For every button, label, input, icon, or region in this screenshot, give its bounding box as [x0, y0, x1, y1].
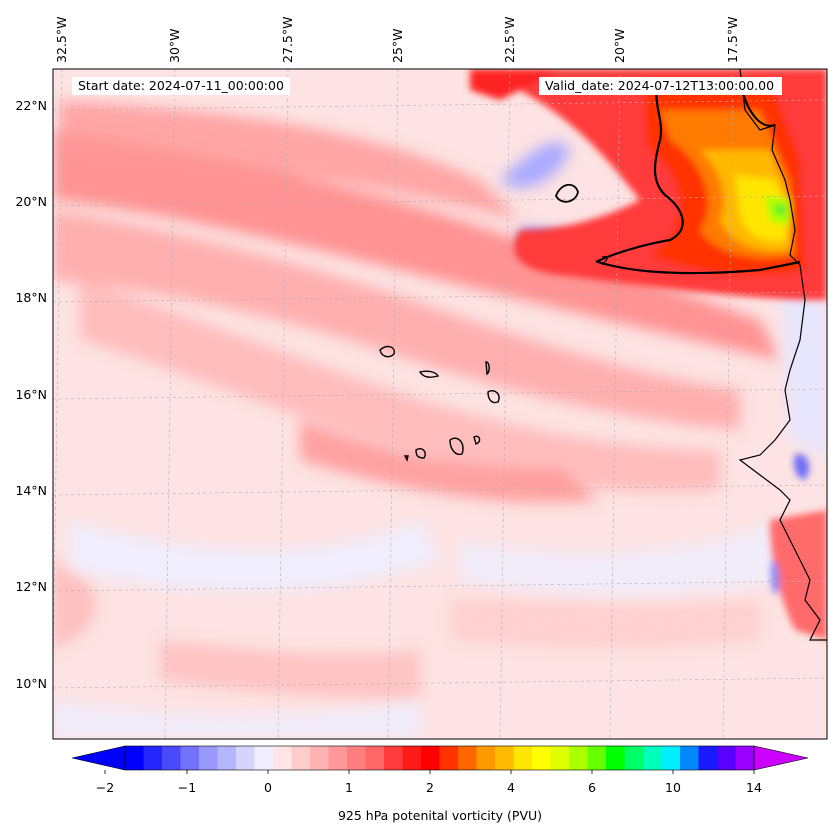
longitude-label: 27.5°W [280, 17, 295, 63]
colorbar-segment [680, 746, 699, 770]
meridian-line [277, 69, 289, 739]
colorbar-segment [365, 746, 385, 770]
colorbar-segment [236, 746, 255, 770]
coastline [738, 69, 827, 641]
longitude-label: 22.5°W [502, 17, 517, 63]
colorbar-tick-label: 14 [746, 780, 762, 795]
colorbar-segment [587, 746, 607, 770]
colorbar-segment [606, 746, 625, 770]
start-date-label: Start date: 2024-07-11_00:00:00 [72, 77, 290, 95]
colorbar-segment [458, 746, 477, 770]
meridian-line [387, 69, 399, 739]
pv-bands [53, 100, 780, 700]
colorbar-segment [439, 746, 459, 770]
southern-coast-feature [770, 454, 827, 640]
latitude-label: 10°N [15, 676, 47, 691]
colorbar-under-arrow [71, 745, 126, 771]
latitude-labels: 22°N 20°N 18°N 16°N 14°N 12°N 10°N [15, 98, 47, 691]
colorbar-segment [624, 746, 644, 770]
cape-verde-islands [379, 345, 500, 463]
meridian-line [609, 69, 621, 739]
colorbar-segment [291, 746, 311, 770]
colorbar-segment [402, 746, 422, 770]
latitude-label: 12°N [15, 579, 47, 594]
contour-label: 2 [601, 253, 609, 268]
colorbar-segment [310, 746, 329, 770]
colorbar-segment [569, 746, 588, 770]
map-frame [52, 68, 828, 740]
valid-date-label: Valid_date: 2024-07-12T13:00:00.00 [539, 77, 783, 95]
latitude-label: 14°N [15, 483, 47, 498]
longitude-label: 25°W [390, 28, 405, 63]
longitude-labels: 32.5°W 30°W 27.5°W 25°W 22.5°W 20°W 17.5°W [54, 17, 740, 63]
longitude-label: 20°W [612, 28, 627, 63]
colorbar-segment [550, 746, 570, 770]
latitude-label: 22°N [15, 98, 47, 113]
latitude-label: 16°N [15, 387, 47, 402]
colorbar-tick-label: −1 [178, 780, 196, 795]
colorbar-title: 925 hPa potenital vorticity (PVU) [337, 808, 543, 823]
longitude-label: 30°W [167, 28, 182, 63]
colorbar-tick-label: 2 [426, 780, 434, 795]
colorbar-segment [717, 746, 736, 770]
colorbar-segment [162, 746, 181, 770]
colorbar-segment [661, 746, 681, 770]
meridian-line [722, 69, 734, 739]
colorbar-segment [421, 746, 440, 770]
latitude-label: 20°N [15, 194, 47, 209]
colorbar-tick-label: −2 [96, 780, 114, 795]
pv-field: 2 [53, 69, 827, 739]
colorbar-segment [643, 746, 662, 770]
colorbar-segment [328, 746, 348, 770]
latitude-label: 18°N [15, 290, 47, 305]
meridian-line [53, 69, 63, 693]
meridian-line [164, 69, 176, 739]
colorbar-frame [124, 745, 755, 771]
colorbar-segment [125, 746, 144, 770]
colorbar-tick-label: 4 [507, 780, 515, 795]
colorbar-tick-label: 0 [264, 780, 272, 795]
colorbar-segment [384, 746, 403, 770]
colorbar-tick-label: 10 [665, 780, 681, 795]
colorbar-segment [143, 746, 163, 770]
pv-2-contour-small [555, 183, 579, 203]
colorbar-over-arrow [753, 745, 809, 771]
colorbar-segment [532, 746, 551, 770]
colorbar-segment [180, 746, 200, 770]
colorbar-segment [254, 746, 274, 770]
colorbar-segment [698, 746, 718, 770]
longitude-label: 32.5°W [54, 17, 69, 63]
colorbar-segment [273, 746, 292, 770]
colorbar-tick-label: 6 [588, 780, 596, 795]
colorbar-ticks: −2 −1 0 1 2 4 6 10 14 [96, 770, 762, 795]
colorbar-tick-label: 1 [345, 780, 353, 795]
colorbar-segment [495, 746, 514, 770]
longitude-label: 17.5°W [725, 17, 740, 63]
colorbar-segment [347, 746, 366, 770]
meridian-line [499, 69, 511, 739]
graticule [53, 69, 827, 739]
colorbar [71, 745, 809, 771]
colorbar-segment [476, 746, 496, 770]
colorbar-segment [513, 746, 533, 770]
colorbar-segment [735, 746, 755, 770]
colorbar-segment [199, 746, 218, 770]
colorbar-segment [217, 746, 237, 770]
